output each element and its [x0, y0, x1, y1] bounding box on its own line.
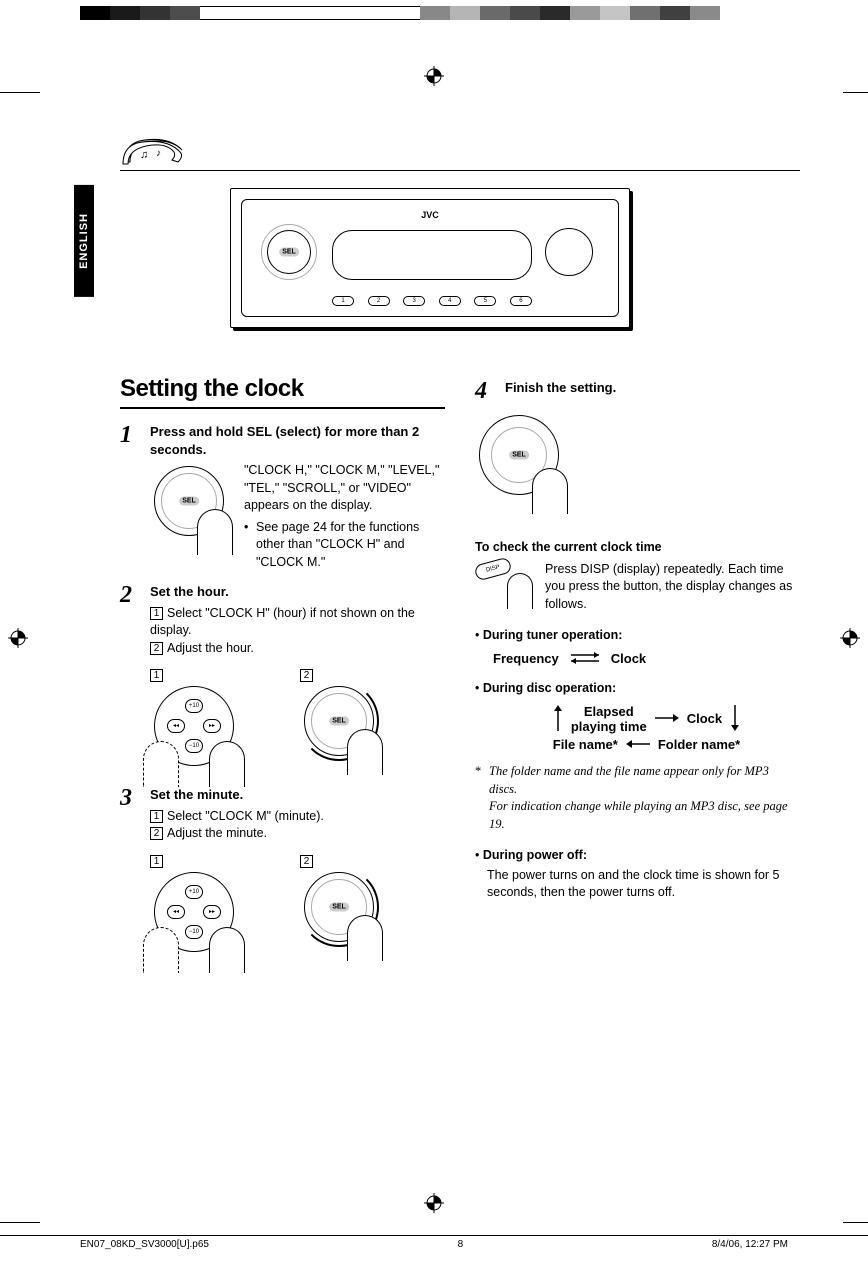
flow-item: Folder name* [658, 738, 740, 753]
disc-section: • During disc operation: [475, 680, 800, 698]
substep-marker: 1 [150, 607, 163, 620]
sel-dial-press-icon [479, 415, 559, 495]
disc-cycle: Elapsed playing time Clock File name* Fo… [493, 703, 800, 753]
step-title: Finish the setting. [505, 379, 800, 397]
check-clock-text: Press DISP (display) repeatedly. Each ti… [545, 561, 800, 614]
substep-marker: 2 [150, 642, 163, 655]
music-note-icon: ♫ ♪ [120, 132, 190, 172]
registration-mark-icon [8, 628, 28, 648]
step-number: 1 [120, 423, 140, 571]
step-substep: 1Select "CLOCK M" (minute). [150, 808, 445, 826]
svg-text:♪: ♪ [156, 148, 161, 159]
flow-item: Elapsed playing time [571, 705, 647, 735]
footer-filename: EN07_08KD_SV3000[U].p65 [80, 1239, 209, 1251]
arrow-icon [728, 703, 742, 736]
sel-dial-rotate-icon [304, 686, 374, 756]
flow-item: File name* [553, 738, 618, 753]
preset-button: 5 [474, 296, 496, 306]
registration-mark-icon [424, 1193, 444, 1213]
step-4-illustration [475, 415, 800, 495]
dpad-icon: +10 −10 ◂◂ ▸▸ [154, 686, 234, 766]
device-display-icon [332, 230, 532, 280]
arrow-icon [551, 703, 565, 736]
trim-mark [0, 1222, 40, 1223]
step-number: 2 [120, 583, 140, 657]
device-brand-label: JVC [421, 210, 439, 220]
substep-marker: 1 [150, 669, 163, 682]
control-dial-icon [545, 228, 593, 276]
dpad-right-icon: ▸▸ [203, 719, 221, 733]
power-off-section: • During power off: The power turns on a… [475, 847, 800, 902]
step-2: 2 Set the hour. 1Select "CLOCK H" (hour)… [120, 583, 445, 657]
dpad-up-icon: +10 [185, 699, 203, 713]
substep-marker: 2 [300, 669, 313, 682]
substep-marker: 1 [150, 855, 163, 868]
footer: EN07_08KD_SV3000[U].p65 8 8/4/06, 12:27 … [0, 1235, 868, 1251]
step-4: 4 Finish the setting. [475, 379, 800, 403]
title-underline [120, 407, 445, 409]
step-substep: 1Select "CLOCK H" (hour) if not shown on… [150, 605, 445, 640]
preset-buttons: 1 2 3 4 5 6 [332, 296, 532, 306]
right-column: 4 Finish the setting. To check the curre… [475, 375, 800, 972]
dpad-left-icon: ◂◂ [167, 905, 185, 919]
step-number: 3 [120, 786, 140, 843]
step-title: Press and hold SEL (select) for more tha… [150, 423, 445, 458]
step-bullet: See page 24 for the functions other than… [244, 519, 445, 572]
substep-marker: 2 [300, 855, 313, 868]
device-illustration: JVC 1 2 3 4 5 6 [230, 188, 630, 328]
tuner-cycle: Frequency Clock [493, 651, 800, 666]
footer-page: 8 [458, 1239, 464, 1251]
step-3: 3 Set the minute. 1Select "CLOCK M" (min… [120, 786, 445, 843]
trim-mark [843, 1222, 868, 1223]
sel-dial-press-icon [150, 462, 230, 542]
calibration-bar [0, 6, 868, 20]
preset-button: 3 [403, 296, 425, 306]
sel-dial-rotate-icon [304, 872, 374, 942]
left-column: Setting the clock 1 Press and hold SEL (… [120, 375, 445, 972]
dpad-left-icon: ◂◂ [167, 719, 185, 733]
substep-marker: 2 [150, 827, 163, 840]
dpad-icon: +10 −10 ◂◂ ▸▸ [154, 872, 234, 952]
power-off-text: The power turns on and the clock time is… [475, 867, 800, 902]
step-1: 1 Press and hold SEL (select) for more t… [120, 423, 445, 571]
sel-dial-icon [267, 230, 311, 274]
substep-marker: 1 [150, 810, 163, 823]
section-title: Setting the clock [120, 375, 445, 403]
dpad-down-icon: −10 [185, 739, 203, 753]
preset-button: 1 [332, 296, 354, 306]
language-tab: ENGLISH [74, 185, 94, 297]
trim-mark [843, 92, 868, 93]
arrow-left-icon [624, 738, 652, 753]
dpad-up-icon: +10 [185, 885, 203, 899]
step-3-illustrations: 1 +10 −10 ◂◂ ▸▸ 2 [150, 855, 445, 956]
preset-button: 4 [439, 296, 461, 306]
preset-button: 2 [368, 296, 390, 306]
dpad-down-icon: −10 [185, 925, 203, 939]
footnote: The folder name and the file name appear… [475, 763, 800, 833]
page-number: 8 [80, 265, 87, 280]
arrow-right-icon [653, 712, 681, 727]
double-arrow-icon [567, 653, 603, 663]
step-2-illustrations: 1 +10 −10 ◂◂ ▸▸ 2 [150, 669, 445, 770]
svg-text:♫: ♫ [140, 149, 148, 161]
dpad-right-icon: ▸▸ [203, 905, 221, 919]
horizontal-rule [120, 170, 800, 171]
registration-mark-icon [840, 628, 860, 648]
step-title: Set the hour. [150, 583, 445, 601]
flow-item: Clock [687, 712, 722, 727]
step-detail: "CLOCK H," "CLOCK M," "LEVEL," "TEL," "S… [244, 462, 445, 515]
cycle-item: Frequency [493, 651, 559, 666]
registration-mark-icon [424, 66, 444, 86]
tuner-section: • During tuner operation: [475, 627, 800, 645]
trim-mark [0, 92, 40, 93]
step-title: Set the minute. [150, 786, 445, 804]
preset-button: 6 [510, 296, 532, 306]
check-clock-heading: To check the current clock time [475, 539, 800, 557]
cycle-item: Clock [611, 651, 646, 666]
disp-button-icon: DISP [475, 561, 525, 591]
step-number: 4 [475, 379, 495, 403]
step-substep: 2Adjust the minute. [150, 825, 445, 843]
footer-date: 8/4/06, 12:27 PM [712, 1239, 788, 1251]
step-substep: 2Adjust the hour. [150, 640, 445, 658]
